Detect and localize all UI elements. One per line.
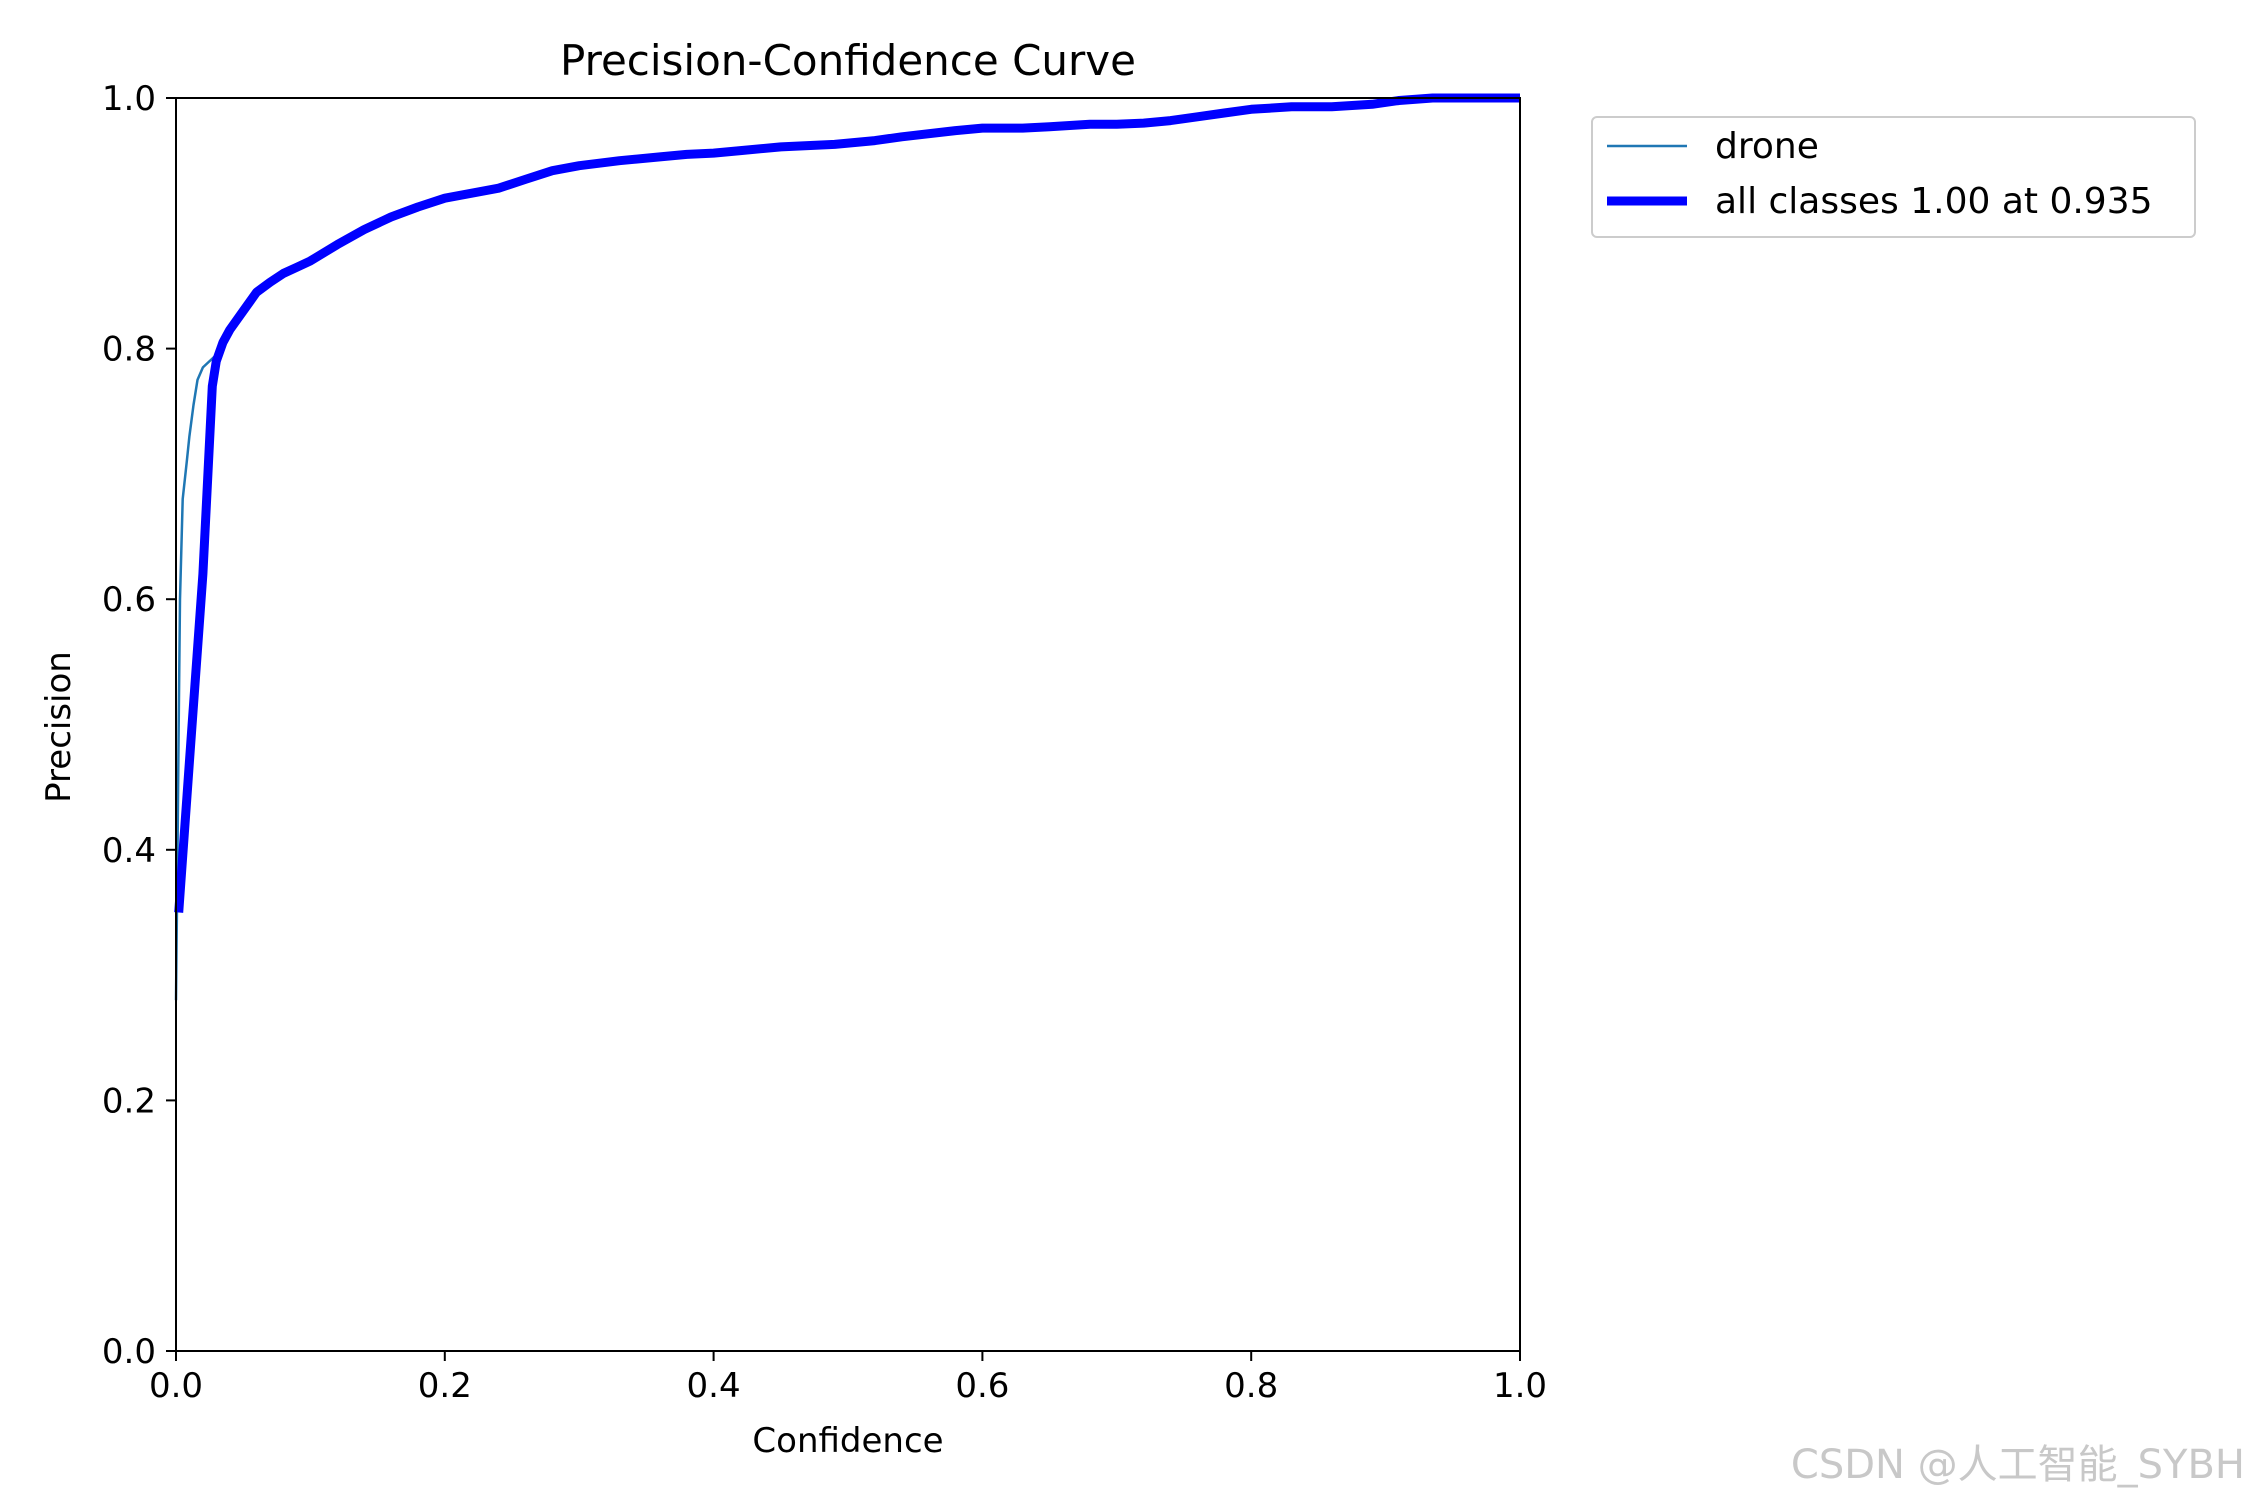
- chart-title: Precision-Confidence Curve: [560, 36, 1136, 85]
- series-line-all-classes: [174, 93, 1520, 913]
- series-line-drone: [174, 96, 1520, 1001]
- legend-label-drone: drone: [1715, 126, 1819, 167]
- legend-box: [1591, 116, 2196, 238]
- y-tick-label: 0.4: [102, 831, 156, 871]
- x-axis: 0.0 0.2 0.4 0.6 0.8 1.0: [149, 1351, 1547, 1406]
- y-tick-label: 0.2: [102, 1081, 156, 1121]
- y-tick-label: 0.6: [102, 580, 156, 620]
- plot-frame: [175, 97, 1521, 1352]
- x-tick-label: 1.0: [1493, 1366, 1547, 1406]
- y-tick-label: 1.0: [102, 79, 156, 119]
- x-axis-label: Confidence: [752, 1421, 943, 1461]
- y-tick-label: 0.0: [102, 1332, 156, 1372]
- x-tick-label: 0.4: [687, 1366, 741, 1406]
- y-tick-label: 0.8: [102, 330, 156, 370]
- x-tick-label: 0.6: [955, 1366, 1009, 1406]
- legend: drone all classes 1.00 at 0.935: [1591, 116, 2196, 238]
- plot-area: [174, 93, 1520, 1001]
- y-axis: 0.0 0.2 0.4 0.6 0.8 1.0: [102, 79, 176, 1372]
- legend-label-all-classes: all classes 1.00 at 0.935: [1715, 181, 2153, 222]
- x-tick-label: 0.8: [1224, 1366, 1278, 1406]
- y-axis-label: Precision: [39, 651, 79, 803]
- x-tick-label: 0.2: [418, 1366, 472, 1406]
- x-tick-label: 0.0: [149, 1366, 203, 1406]
- watermark: CSDN @人工智能_SYBH: [1791, 1442, 2245, 1488]
